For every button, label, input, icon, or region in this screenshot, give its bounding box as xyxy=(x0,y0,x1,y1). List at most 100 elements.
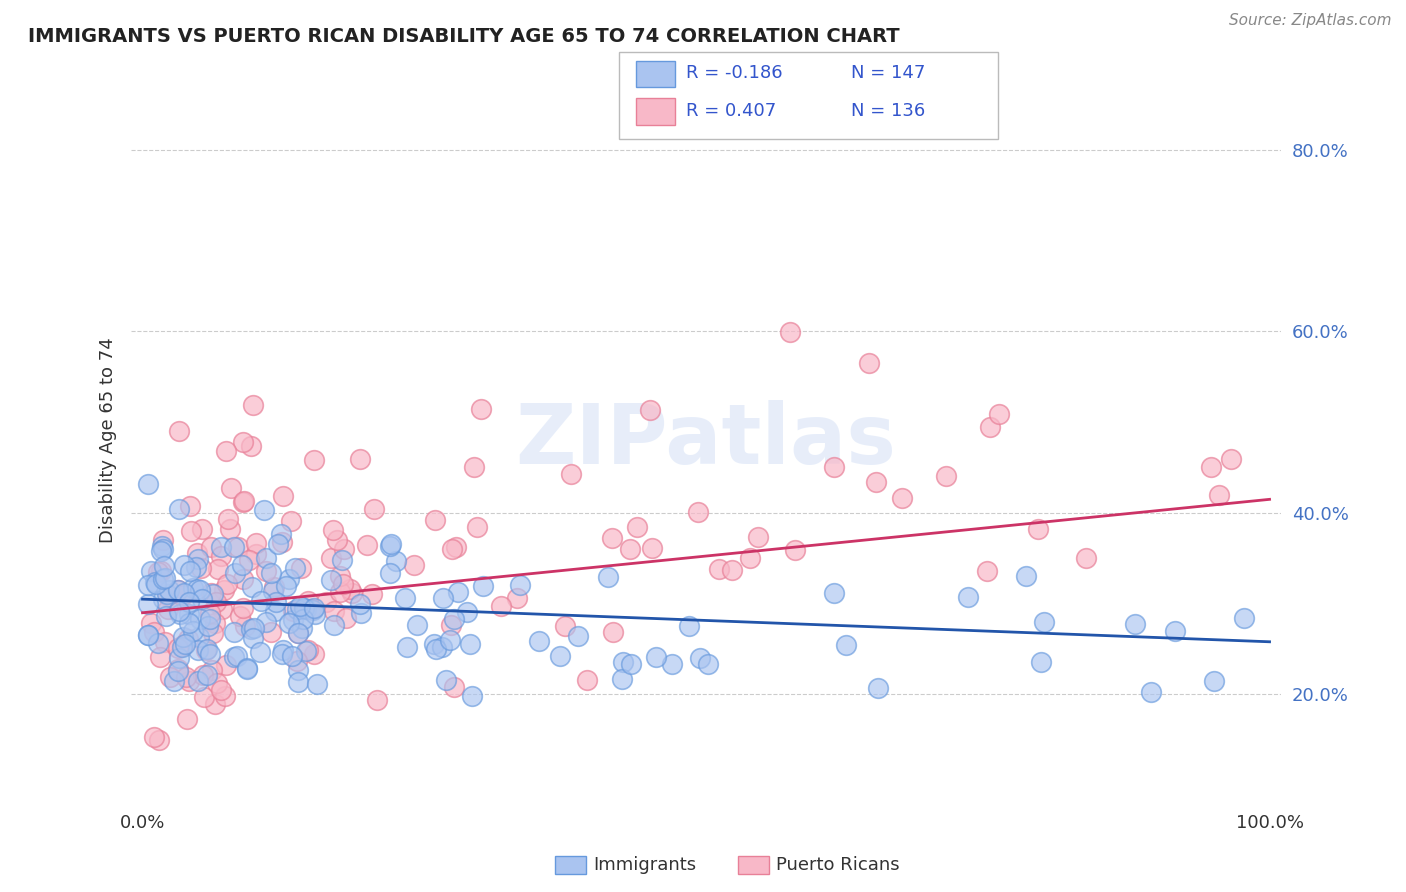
Point xyxy=(285,654,308,668)
Point xyxy=(222,624,245,639)
Point xyxy=(214,689,236,703)
Point xyxy=(221,481,243,495)
Point xyxy=(1164,624,1187,639)
Point xyxy=(432,591,454,605)
Point xyxy=(167,650,190,665)
Point xyxy=(366,693,388,707)
Text: IMMIGRANTS VS PUERTO RICAN DISABILITY AGE 65 TO 74 CORRELATION CHART: IMMIGRANTS VS PUERTO RICAN DISABILITY AG… xyxy=(28,27,900,45)
Point xyxy=(395,640,418,655)
Point xyxy=(394,591,416,606)
Point xyxy=(191,667,214,681)
Point xyxy=(188,612,211,626)
Point xyxy=(177,615,200,630)
Point xyxy=(287,625,309,640)
Point xyxy=(440,617,463,632)
Point xyxy=(297,643,319,657)
Point xyxy=(167,640,190,655)
Point xyxy=(167,603,190,617)
Point xyxy=(661,657,683,672)
Point xyxy=(489,599,512,613)
Point xyxy=(446,584,468,599)
Point xyxy=(167,664,190,678)
Point xyxy=(322,604,344,618)
Point xyxy=(697,657,720,672)
Point xyxy=(205,676,228,690)
Point xyxy=(363,502,385,516)
Point xyxy=(738,551,761,566)
Point xyxy=(443,612,465,626)
Point xyxy=(686,505,709,519)
Point xyxy=(458,637,481,651)
Point xyxy=(191,591,214,606)
Point xyxy=(935,468,957,483)
Point xyxy=(330,552,353,566)
Point xyxy=(332,577,354,591)
Point xyxy=(149,544,172,558)
Point xyxy=(823,459,845,474)
Point xyxy=(177,595,200,609)
Point xyxy=(361,587,384,601)
Point xyxy=(271,534,294,549)
Point xyxy=(156,587,179,601)
Point xyxy=(195,641,218,656)
Point xyxy=(186,582,208,596)
Point xyxy=(263,580,285,594)
Point xyxy=(292,600,315,615)
Point xyxy=(506,591,529,605)
Point xyxy=(229,608,252,623)
Point xyxy=(1032,615,1054,630)
Point xyxy=(190,560,212,574)
Point xyxy=(509,578,531,592)
Point xyxy=(274,579,297,593)
Point xyxy=(281,648,304,663)
Point xyxy=(233,619,256,633)
Point xyxy=(136,628,159,642)
Point xyxy=(222,540,245,554)
Point xyxy=(1076,551,1098,566)
Point xyxy=(173,558,195,572)
Point xyxy=(187,643,209,657)
Text: N = 147: N = 147 xyxy=(851,64,925,82)
Point xyxy=(177,632,200,647)
Point xyxy=(159,670,181,684)
Point xyxy=(232,435,254,450)
Point xyxy=(1014,568,1036,582)
Point xyxy=(177,674,200,689)
Point xyxy=(153,571,176,585)
Point xyxy=(1220,451,1243,466)
Text: R = -0.186: R = -0.186 xyxy=(686,64,783,82)
Point xyxy=(201,626,224,640)
Point xyxy=(159,582,181,597)
Point xyxy=(285,602,308,616)
Point xyxy=(329,585,352,599)
Point xyxy=(472,579,495,593)
Point xyxy=(242,621,264,635)
Point xyxy=(162,673,184,688)
Point xyxy=(270,647,292,661)
Point xyxy=(259,566,281,581)
Point xyxy=(152,533,174,547)
Point xyxy=(242,631,264,645)
Point xyxy=(209,540,232,554)
Point xyxy=(287,674,309,689)
Point xyxy=(976,564,998,578)
Point xyxy=(204,697,226,711)
Point xyxy=(245,536,267,550)
Point xyxy=(179,564,201,578)
Point xyxy=(280,514,302,528)
Point xyxy=(224,566,246,581)
Point xyxy=(219,523,242,537)
Point xyxy=(441,541,464,556)
Point xyxy=(249,593,271,607)
Point xyxy=(177,607,200,621)
Point xyxy=(610,672,633,686)
Point xyxy=(198,647,221,661)
Point xyxy=(287,626,309,640)
Point xyxy=(423,637,446,651)
Point xyxy=(200,586,222,600)
Point xyxy=(405,617,427,632)
Point xyxy=(709,562,731,576)
Point xyxy=(319,551,342,566)
Point xyxy=(172,630,194,644)
Point xyxy=(152,592,174,607)
